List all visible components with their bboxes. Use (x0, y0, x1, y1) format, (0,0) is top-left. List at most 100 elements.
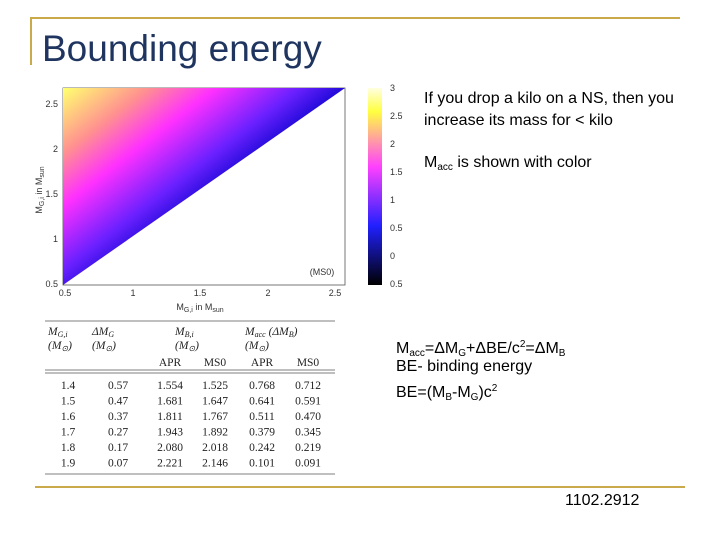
text-part: =ΔM (424, 340, 459, 357)
table-cell: 0.07 (108, 458, 128, 470)
column-header: ΔMG (91, 326, 114, 339)
table-cell: 0.091 (295, 458, 321, 470)
text-part: )c (478, 384, 492, 401)
colorbar-tick-label: 0.5 (390, 279, 403, 289)
text-part: (M (48, 340, 63, 352)
colorbar-tick-label: 1.5 (390, 167, 403, 177)
formula: BE=(MB-MG)c2 (396, 378, 497, 409)
slide-title: Bounding energy (42, 28, 322, 69)
text-part: (M (245, 340, 260, 352)
table-cell: 1.811 (157, 411, 183, 423)
text-part: acc (409, 348, 425, 359)
table-cell: 0.511 (249, 411, 275, 423)
heatmap (63, 88, 345, 285)
text-part: B,i (185, 330, 194, 339)
text-part: sun (39, 166, 46, 177)
text-part: +ΔBE/c (466, 340, 520, 357)
paragraph: BE- binding energy (396, 358, 533, 375)
colorbar (368, 88, 382, 285)
rule (35, 486, 685, 488)
table-cell: 2.018 (202, 442, 228, 454)
table: MG,i(M⊙)ΔMG(M⊙)MB,i(M⊙)Macc (ΔMB)(M⊙)APR… (45, 320, 335, 475)
table-cell: 1.6 (61, 411, 76, 423)
text-part: 2 (491, 383, 498, 394)
column-header: (M⊙) (245, 340, 269, 353)
column-subheader: MS0 (204, 357, 227, 369)
table-cell: 0.17 (108, 442, 128, 454)
text-part: M (424, 154, 438, 171)
column-header: MB,i (174, 326, 194, 339)
column-header: (M⊙) (92, 340, 116, 353)
text-part: M (396, 340, 410, 357)
colorbar-tick-label: 0.5 (390, 223, 403, 233)
table-cell: 0.712 (295, 380, 321, 392)
text-part: ⊙ (61, 344, 68, 353)
x-tick-label: 1 (130, 288, 135, 298)
table-cell: 0.37 (108, 411, 128, 423)
colorbar-tick-label: 0 (390, 251, 395, 261)
table-cell: 2.080 (157, 442, 183, 454)
text-part: M (47, 326, 59, 338)
text-part: (M (175, 340, 190, 352)
text-part: (ΔM (266, 326, 290, 338)
x-tick-label: 0.5 (59, 288, 72, 298)
table-cell: 0.57 (108, 380, 128, 392)
table-cell: 1.892 (202, 427, 228, 439)
column-subheader: APR (159, 357, 182, 369)
footer: 1102.2912 (565, 492, 640, 509)
y-axis-label: MG,i in Msun (34, 166, 46, 213)
text-part: is shown with color (452, 154, 592, 171)
table-cell: 1.525 (202, 380, 228, 392)
text-part: G,i (39, 197, 46, 206)
table-cell: 1.554 (157, 380, 183, 392)
table-cell: 1.943 (157, 427, 183, 439)
text-part: B (289, 330, 294, 339)
table-cell: 0.591 (295, 396, 321, 408)
text-part: ) (111, 340, 116, 352)
text-part: ⊙ (258, 344, 265, 353)
text-part: G,i (184, 307, 193, 314)
table-cell: 0.219 (295, 442, 321, 454)
text-part: 2 (519, 339, 526, 350)
table-cell: 0.470 (295, 411, 321, 423)
text-part: G (470, 392, 479, 403)
x-tick-label: 2 (265, 288, 270, 298)
text-part: ⊙ (105, 344, 112, 353)
table-cell: 0.101 (249, 458, 275, 470)
column-subheader: APR (251, 357, 274, 369)
text-part: BE=(M (396, 384, 446, 401)
table-cell: 1.7 (61, 427, 76, 439)
text-part: ) (293, 326, 298, 338)
text-part: M (176, 302, 184, 312)
text-part: in M (193, 302, 213, 312)
text-part: acc (437, 162, 453, 173)
table-cell: 0.345 (295, 427, 321, 439)
table-cell: 0.379 (249, 427, 275, 439)
table-cell: 0.47 (108, 396, 128, 408)
table-cell: 1.9 (61, 458, 76, 470)
table-cell: 1.647 (202, 396, 228, 408)
text-part: =ΔM (525, 340, 559, 357)
table-cell: 0.242 (249, 442, 275, 454)
y-tick-label: 2.5 (45, 99, 58, 109)
column-header: (M⊙) (175, 340, 199, 353)
formula: Macc=ΔMG+ΔBE/c2=ΔMB (396, 334, 565, 365)
table-cell: 1.4 (61, 380, 76, 392)
table-cell: 2.221 (157, 458, 183, 470)
annotation: (MS0) (310, 267, 335, 277)
x-tick-label: 1.5 (194, 288, 207, 298)
text-part: ) (194, 340, 199, 352)
text-part: G,i (58, 330, 68, 339)
text-part: ⊙ (188, 344, 195, 353)
colorbar-tick-label: 2 (390, 139, 395, 149)
table-cell: 1.681 (157, 396, 183, 408)
text-part: B (558, 348, 566, 359)
text-part: ) (264, 340, 269, 352)
table-cell: 0.27 (108, 427, 128, 439)
table-cell: 0.768 (249, 380, 275, 392)
x-axis-label: MG,i in Msun (176, 302, 223, 314)
paragraph: Macc is shown with color (424, 152, 592, 179)
text-part: ) (67, 340, 72, 352)
